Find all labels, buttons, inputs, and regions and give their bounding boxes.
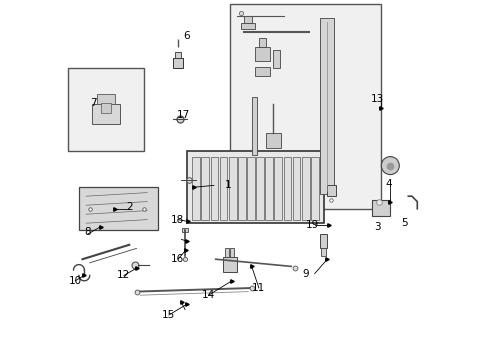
Text: 18: 18 (171, 215, 184, 225)
Bar (255, 47, 269, 61)
Bar (175, 52, 181, 58)
Bar (320, 18, 334, 194)
Text: 5: 5 (401, 218, 407, 228)
Text: 9: 9 (302, 269, 308, 279)
Bar (251, 97, 257, 155)
Text: 3: 3 (374, 222, 380, 232)
Bar (320, 234, 326, 248)
Circle shape (381, 157, 399, 175)
Text: 7: 7 (90, 98, 97, 108)
Text: 10: 10 (69, 276, 81, 286)
Bar (371, 200, 389, 216)
Bar (255, 67, 269, 76)
Text: 8: 8 (84, 227, 91, 237)
Bar (230, 248, 234, 257)
Bar (97, 94, 115, 104)
Text: 13: 13 (370, 94, 384, 104)
Text: 1: 1 (224, 180, 231, 190)
Bar (256, 157, 264, 220)
Bar (182, 228, 187, 232)
Bar (91, 104, 120, 124)
Text: 16: 16 (171, 254, 184, 264)
Bar (210, 157, 218, 220)
Text: 17: 17 (176, 110, 189, 120)
Bar (274, 157, 282, 220)
Bar (301, 157, 309, 220)
Bar (310, 157, 318, 220)
Bar (258, 38, 265, 47)
Text: 2: 2 (126, 202, 132, 212)
Bar (246, 157, 254, 220)
Bar (273, 50, 279, 68)
Bar (186, 151, 323, 223)
Bar (228, 157, 236, 220)
Text: 15: 15 (162, 310, 175, 320)
Bar (321, 248, 325, 256)
Text: 12: 12 (117, 270, 130, 280)
Bar (192, 157, 200, 220)
Bar (224, 248, 228, 257)
Bar (238, 157, 245, 220)
Bar (223, 257, 237, 272)
Text: 6: 6 (183, 31, 190, 41)
Bar (292, 157, 300, 220)
Text: 14: 14 (202, 290, 215, 300)
Bar (283, 157, 291, 220)
Bar (265, 157, 272, 220)
Bar (241, 23, 255, 29)
Bar (219, 157, 227, 220)
Bar (79, 187, 158, 230)
Text: 4: 4 (385, 179, 391, 189)
Bar (172, 58, 183, 68)
Bar (101, 103, 111, 113)
Bar (326, 185, 336, 196)
Bar (265, 133, 280, 148)
Bar (68, 68, 143, 151)
Text: 19: 19 (305, 220, 319, 230)
Bar (244, 16, 251, 23)
Bar (230, 4, 381, 209)
Bar (201, 157, 209, 220)
Text: 11: 11 (252, 283, 265, 293)
